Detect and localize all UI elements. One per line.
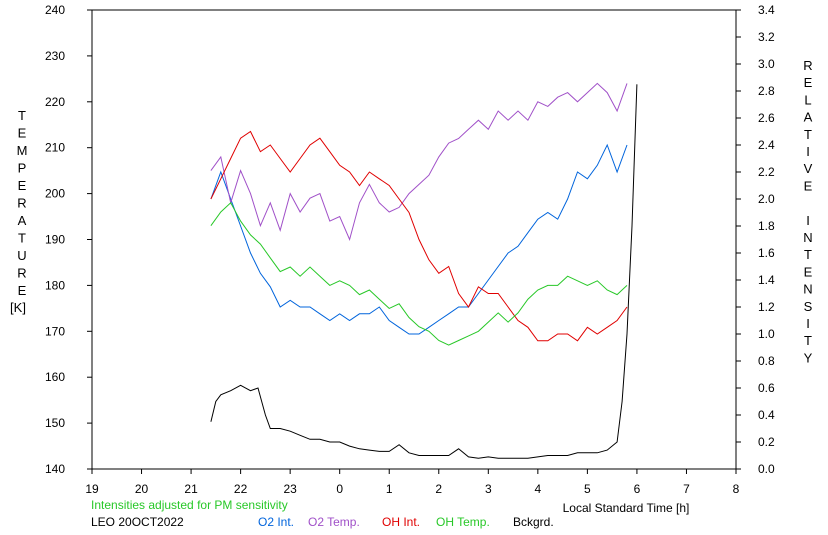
right-tick-label: 2.6 [758, 111, 775, 125]
axis-label-letter: E [804, 264, 813, 279]
x-axis-label: Local Standard Time [h] [563, 501, 690, 515]
left-axis-ticks: 240 230 220 210 200 190 180 170 160 150 140 [45, 3, 92, 476]
x-tick-label: 8 [733, 482, 740, 496]
axis-label-letter: S [804, 299, 813, 314]
axis-label-letter: E [804, 178, 813, 193]
axis-label-letter: E [804, 75, 813, 90]
x-tick-label: 0 [336, 482, 343, 496]
right-tick-label: 1.8 [758, 219, 775, 233]
axis-label-letter: Y [804, 350, 813, 365]
axis-label-letter: E [18, 126, 27, 141]
legend-entry: OH Int. [382, 515, 420, 529]
plot-frame [91, 9, 737, 470]
pm-sensitivity-note: Intensities adjusted for PM sensitivity [91, 498, 288, 512]
x-tick-label: 7 [683, 482, 690, 496]
axis-label-letter: L [804, 92, 811, 107]
axis-label-letter: E [18, 178, 27, 193]
left-tick-label: 190 [45, 233, 65, 247]
series-line-o2-int [210, 143, 628, 335]
station-label: LEO 20OCT2022 [91, 515, 184, 529]
right-tick-label: 3.2 [758, 30, 775, 44]
left-tick-label: 160 [45, 370, 65, 384]
series-lines [210, 82, 638, 459]
legend-entry: Bckgrd. [513, 515, 554, 529]
left-tick-label: 180 [45, 278, 65, 292]
left-tick-label: 230 [45, 49, 65, 63]
axis-label-letter: I [806, 316, 810, 331]
axis-label-letter: I [806, 213, 810, 228]
left-tick-label: 150 [45, 416, 65, 430]
axis-label-letter: E [18, 283, 27, 298]
series-line-oh-int [210, 130, 628, 342]
axis-label-letter: V [804, 161, 813, 176]
x-tick-label: 4 [535, 482, 542, 496]
axis-label-letter: A [804, 110, 813, 125]
right-tick-label: 0.6 [758, 381, 775, 395]
right-tick-label: 1.6 [758, 246, 775, 260]
axis-label-letter: T [804, 127, 812, 142]
x-tick-label: 20 [135, 482, 149, 496]
right-tick-label: 0.0 [758, 462, 775, 476]
axis-label-letter: T [804, 247, 812, 262]
axis-label-letter: R [17, 196, 26, 211]
x-tick-label: 23 [283, 482, 297, 496]
right-tick-label: 3.0 [758, 57, 775, 71]
x-tick-label: 2 [435, 482, 442, 496]
left-tick-label: 200 [45, 187, 65, 201]
right-tick-label: 1.2 [758, 300, 775, 314]
series-line-o2-temp [210, 82, 628, 242]
axis-label-letter: R [17, 266, 26, 281]
axis-label-letter: N [803, 282, 812, 297]
x-tick-label: 22 [234, 482, 248, 496]
right-tick-label: 2.2 [758, 165, 775, 179]
right-tick-label: 0.8 [758, 354, 775, 368]
left-tick-label: 210 [45, 141, 65, 155]
left-axis-unit: [K] [10, 300, 26, 315]
left-tick-label: 220 [45, 95, 65, 109]
x-tick-label: 19 [85, 482, 99, 496]
left-tick-label: 140 [45, 462, 65, 476]
x-axis-ticks: 19 20 21 22 23 0 1 2 3 4 5 6 7 8 [85, 469, 740, 496]
x-tick-label: 6 [634, 482, 641, 496]
legend-entry: O2 Int. [258, 515, 294, 529]
x-tick-label: 21 [184, 482, 198, 496]
right-tick-label: 2.0 [758, 192, 775, 206]
right-tick-label: 2.8 [758, 84, 775, 98]
axis-label-letter: N [803, 230, 812, 245]
legend: O2 Int. O2 Temp. OH Int. OH Temp. Bckgrd. [258, 515, 554, 529]
axis-label-letter: R [803, 58, 812, 73]
right-tick-label: 2.4 [758, 138, 775, 152]
axis-label-letter: U [17, 248, 26, 263]
axis-label-letter: A [18, 213, 27, 228]
axis-label-letter: P [18, 161, 27, 176]
right-tick-label: 1.4 [758, 273, 775, 287]
right-tick-label: 1.0 [758, 327, 775, 341]
right-tick-label: 3.4 [758, 3, 775, 17]
axis-label-letter: T [18, 231, 26, 246]
axis-label-letter: T [804, 333, 812, 348]
x-tick-label: 5 [584, 482, 591, 496]
x-tick-label: 1 [386, 482, 393, 496]
left-tick-label: 240 [45, 3, 65, 17]
x-tick-label: 3 [485, 482, 492, 496]
legend-entry: OH Temp. [436, 515, 490, 529]
axis-label-letter: M [17, 143, 28, 158]
axis-label-letter: T [18, 108, 26, 123]
axis-label-letter: I [806, 144, 810, 159]
right-axis-ticks: 3.4 3.2 3.0 2.8 2.6 2.4 2.2 2.0 1.8 1.6 1.4 1.2 1.0 0… [736, 3, 775, 476]
series-line-oh-temp [210, 201, 628, 346]
legend-entry: O2 Temp. [308, 515, 360, 529]
right-tick-label: 0.4 [758, 408, 775, 422]
right-tick-label: 0.2 [758, 435, 775, 449]
left-tick-label: 170 [45, 324, 65, 338]
series-line-bckgrd [210, 84, 638, 459]
